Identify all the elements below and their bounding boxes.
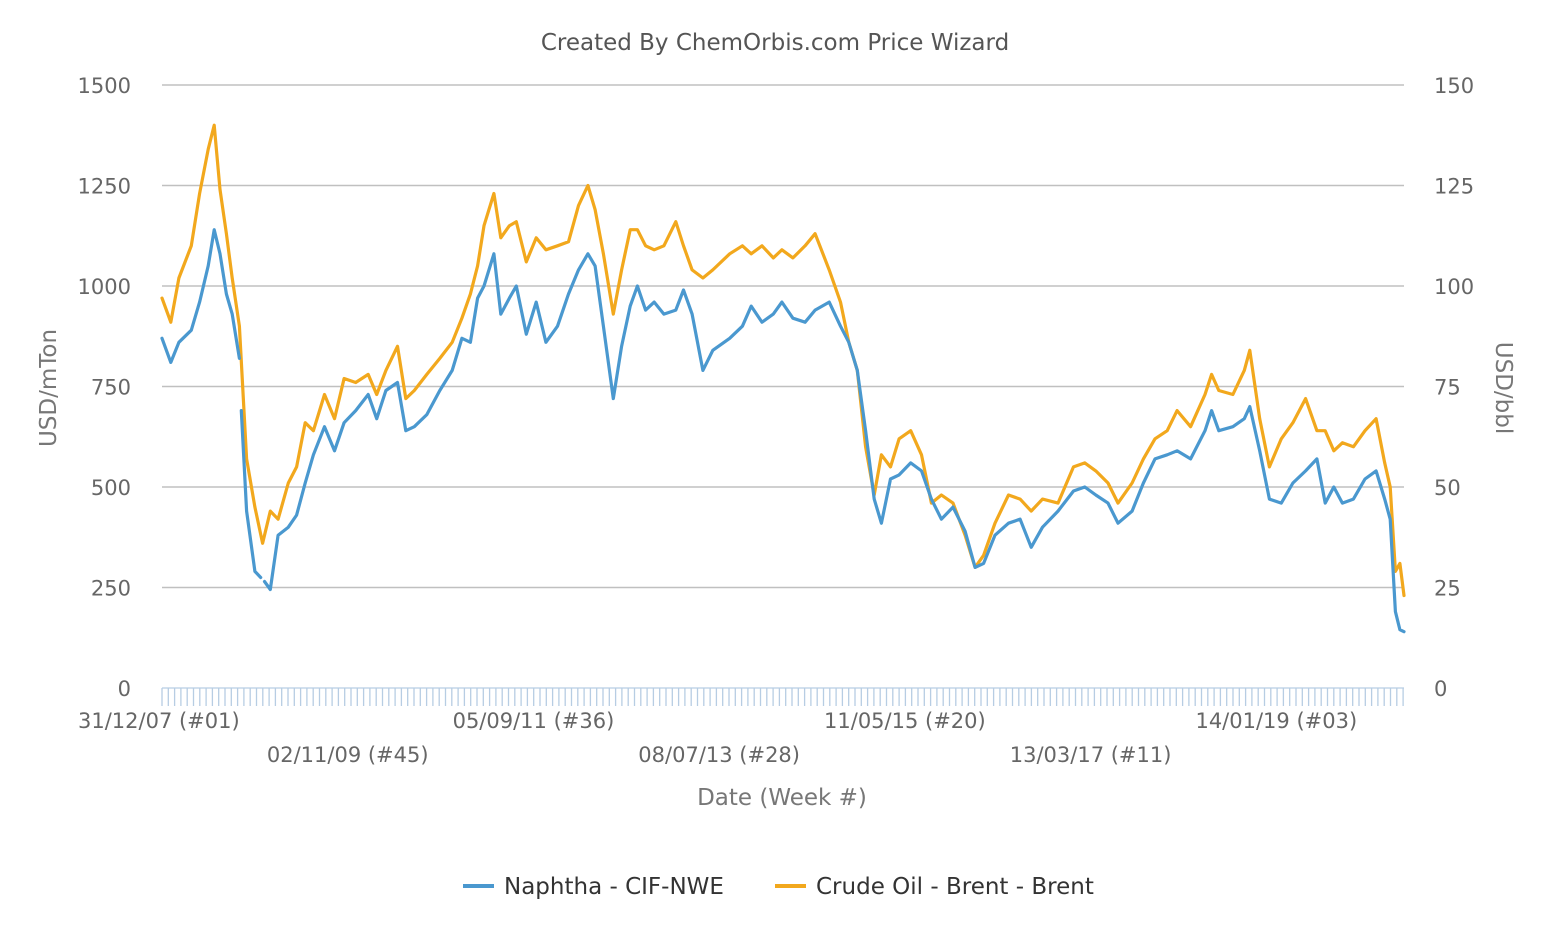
x-axis-minor-ticks (161, 687, 1404, 706)
right-axis-ticks: 0 25 50 75 100 125 150 (1434, 74, 1474, 701)
x-axis-tick-labels: 31/12/07 (#01) 02/11/09 (#45) 05/09/11 (#3… (78, 709, 1357, 767)
right-axis-title: USD/bbl (1490, 342, 1516, 434)
left-tick-label: 0 (118, 677, 131, 701)
series-line-naphtha (160, 228, 1406, 634)
legend-item-naphtha[interactable]: Naphtha - CIF-NWE (463, 874, 724, 900)
x-tick-label: 05/09/11 (#36) (453, 709, 615, 733)
right-tick-label: 75 (1434, 376, 1461, 400)
left-axis-ticks: 0 250 500 750 1000 1250 1500 (78, 74, 131, 701)
left-tick-label: 1250 (78, 175, 131, 199)
left-tick-label: 250 (91, 577, 131, 601)
x-tick-label: 02/11/09 (#45) (267, 743, 429, 767)
legend-label-crude-oil: Crude Oil - Brent - Brent (816, 874, 1094, 900)
left-tick-label: 1000 (78, 275, 131, 299)
right-tick-label: 100 (1434, 275, 1474, 299)
left-tick-label: 750 (91, 376, 131, 400)
x-tick-label: 31/12/07 (#01) (78, 709, 240, 733)
series-layer (160, 123, 1406, 634)
x-tick-label: 13/03/17 (#11) (1010, 743, 1172, 767)
right-tick-label: 150 (1434, 74, 1474, 98)
legend-label-naphtha: Naphtha - CIF-NWE (504, 874, 724, 900)
right-tick-label: 0 (1434, 677, 1447, 701)
legend-item-crude-oil[interactable]: Crude Oil - Brent - Brent (775, 874, 1094, 900)
series-line-crude-oil (160, 123, 1406, 598)
legend[interactable]: Naphtha - CIF-NWE Crude Oil - Brent - Br… (463, 874, 1094, 900)
left-tick-label: 500 (91, 476, 131, 500)
x-axis-title: Date (Week #) (697, 785, 867, 811)
x-tick-label: 08/07/13 (#28) (638, 743, 800, 767)
right-tick-label: 125 (1434, 175, 1474, 199)
right-tick-label: 50 (1434, 476, 1461, 500)
x-axis-minor-tick-marks (161, 688, 1404, 706)
x-tick-label: 11/05/15 (#20) (824, 709, 986, 733)
x-tick-label: 14/01/19 (#03) (1195, 709, 1357, 733)
left-tick-label: 1500 (78, 74, 131, 98)
gridlines (162, 84, 1404, 589)
chart-title: Created By ChemOrbis.com Price Wizard (541, 30, 1009, 56)
right-tick-label: 25 (1434, 577, 1461, 601)
left-axis-title: USD/mTon (36, 329, 62, 447)
